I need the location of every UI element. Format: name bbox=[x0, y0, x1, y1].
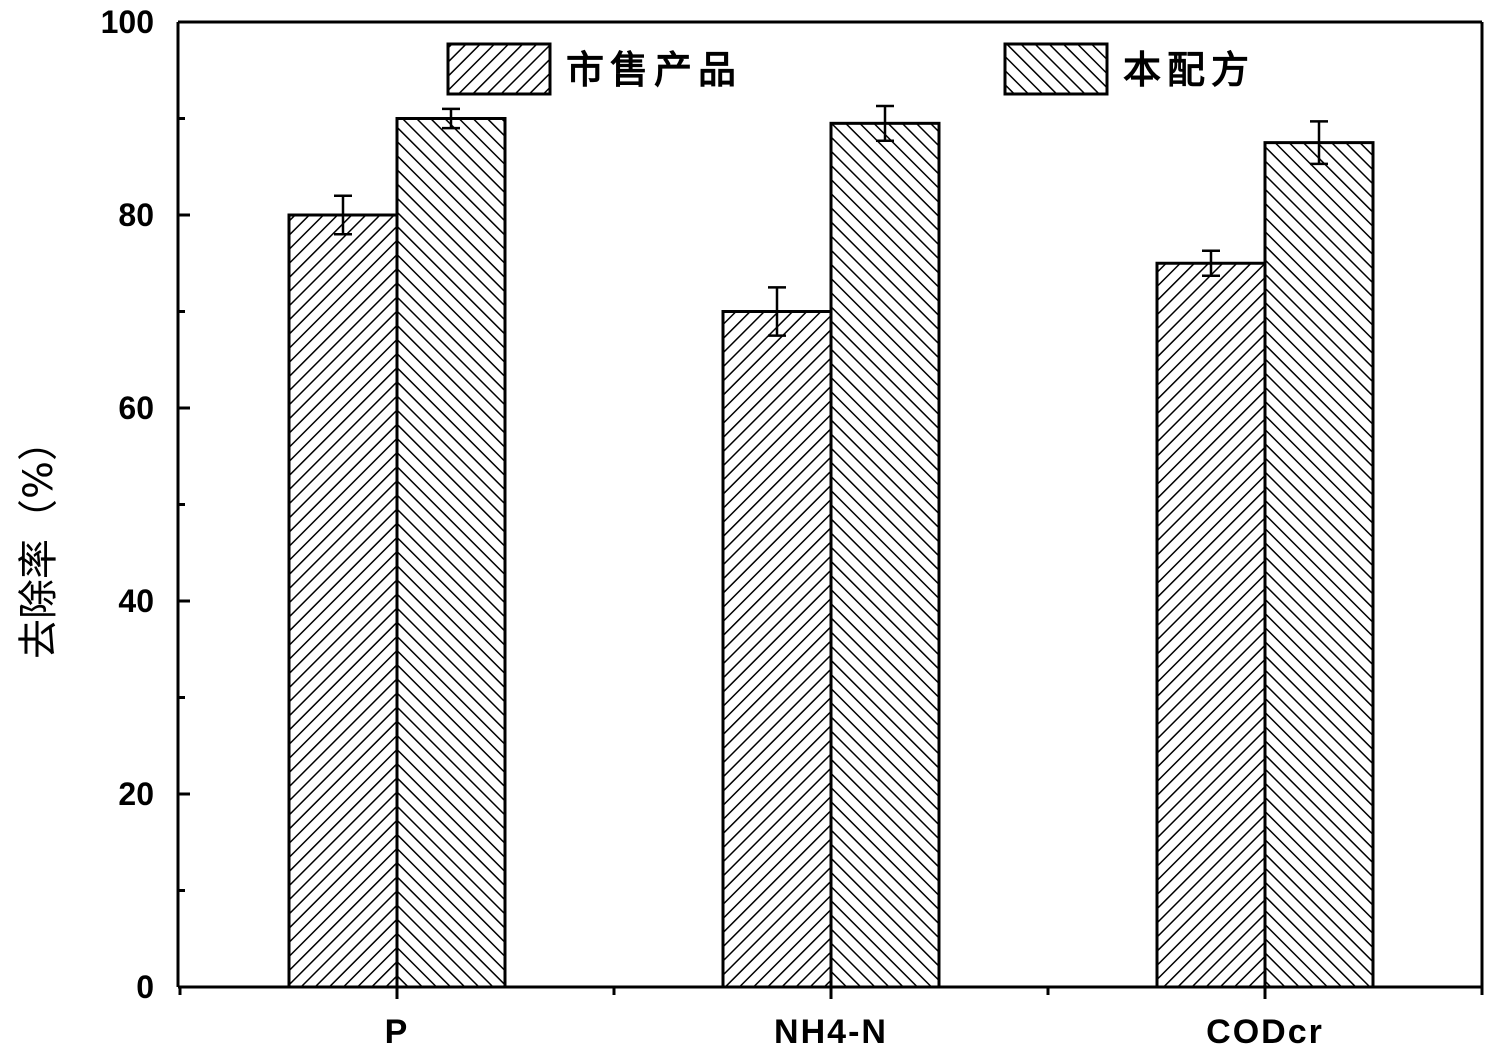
x-tick-label: NH4-N bbox=[774, 1013, 888, 1051]
x-tick-label: CODcr bbox=[1206, 1013, 1324, 1051]
legend-label: 本配方 bbox=[1123, 48, 1255, 92]
bar-series-2 bbox=[395, 117, 507, 989]
y-axis-label: 去除率（%） bbox=[16, 421, 62, 659]
y-tick-label: 20 bbox=[118, 776, 154, 812]
y-tick-label: 0 bbox=[136, 969, 154, 1005]
y-tick-label: 40 bbox=[118, 583, 154, 619]
legend-label: 市售产品 bbox=[566, 48, 742, 92]
error-bars-group bbox=[334, 104, 1328, 337]
bars-group bbox=[287, 117, 1375, 989]
y-tick-label: 100 bbox=[101, 4, 154, 40]
legend-swatch bbox=[446, 42, 552, 96]
y-tick-label: 60 bbox=[118, 390, 154, 426]
legend: 市售产品 本配方 bbox=[446, 42, 1255, 96]
legend-swatch bbox=[1003, 42, 1109, 96]
x-tick-label: P bbox=[385, 1013, 410, 1051]
bar-series-2 bbox=[1263, 141, 1375, 989]
bar-series-1 bbox=[1155, 261, 1267, 989]
x-axis-ticks: P NH4-N CODcr bbox=[178, 987, 1484, 1051]
bar-series-1 bbox=[721, 310, 833, 989]
y-tick-label: 80 bbox=[118, 197, 154, 233]
y-axis-ticks: 0 20 40 60 80 100 bbox=[101, 4, 190, 1005]
bar-series-1 bbox=[287, 213, 399, 989]
bar-series-2 bbox=[829, 121, 941, 989]
